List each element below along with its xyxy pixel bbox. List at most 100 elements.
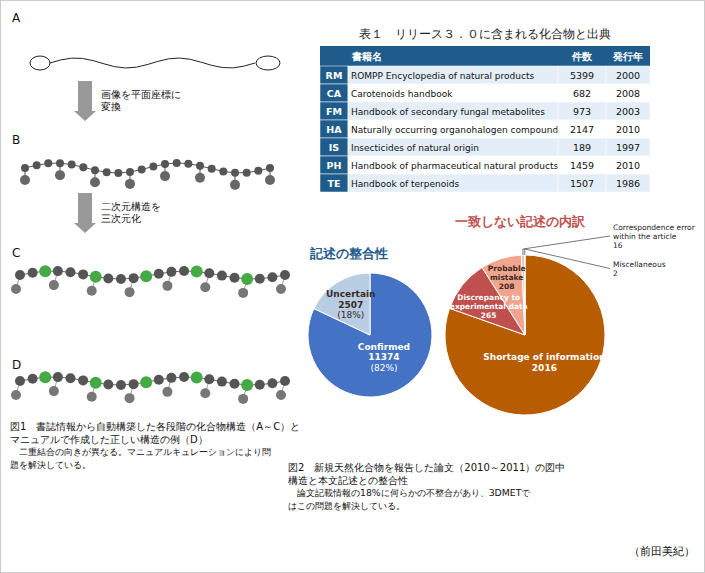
molecule-atom	[39, 265, 51, 277]
data-label: 265	[481, 311, 497, 320]
molecule-atom	[166, 267, 176, 277]
caption: 図2 新規天然化合物を報告した論文（2010～2011）の図中構造と本文記述との…	[288, 462, 565, 511]
table-name: Handbook of terpenoids	[351, 179, 459, 189]
pie-slice	[445, 255, 605, 415]
data-label: 2016	[532, 363, 557, 373]
molecule-atom	[166, 373, 176, 383]
slice-label: experimental data	[450, 302, 528, 311]
table-cell	[320, 138, 348, 156]
molecule-atom	[195, 173, 205, 183]
table-value: 1997	[616, 142, 640, 153]
step-label: 三次元化	[101, 213, 141, 224]
molecule-atom	[241, 379, 253, 391]
molecule-atom	[129, 379, 139, 389]
table-value: 5399	[570, 70, 594, 81]
table-value: 2010	[616, 160, 640, 171]
molecule-atom	[11, 390, 21, 400]
structure-label: A	[12, 11, 21, 25]
table-name: Insecticides of natural origin	[351, 143, 479, 153]
molecule-atom	[28, 268, 38, 278]
data-label: 16	[613, 241, 623, 250]
molecule-atom	[243, 169, 251, 177]
molecule-atom	[173, 159, 181, 167]
structure-label: B	[12, 133, 20, 147]
table-cell	[558, 156, 606, 174]
molecule-atom	[204, 374, 214, 384]
caption-title: 構造と本文記述との整合性	[288, 475, 408, 486]
molecule-atom	[204, 268, 214, 278]
molecule-atom	[103, 379, 113, 389]
molecule-sketch	[256, 56, 280, 70]
molecule-sketch	[50, 58, 255, 68]
molecule-atom	[161, 160, 169, 168]
table-cell	[348, 174, 558, 192]
molecule-atom	[231, 169, 239, 177]
molecule-atom	[219, 167, 227, 175]
pie-slice	[308, 273, 432, 397]
molecule-atom	[87, 392, 97, 402]
caption-title: マニュアルで作成した正しい構造の例（D）	[10, 434, 208, 445]
table-abbr: FM	[326, 106, 342, 117]
molecule-atom	[116, 380, 126, 390]
molecule-atom	[114, 169, 122, 177]
molecule-atom	[91, 166, 99, 174]
table-cell	[606, 102, 650, 120]
slice-label: Probable	[488, 264, 526, 273]
table-title: 表１ リリース３．０に含まれる化合物と出典	[359, 27, 611, 41]
molecule-atom	[241, 273, 253, 285]
border	[1, 1, 705, 573]
pie-title: 一致しない記述の内訳	[455, 214, 586, 229]
table-cell	[558, 174, 606, 192]
table-cell	[606, 156, 650, 174]
pie-chart: 記述の整合性Confirmed11374(82%)Uncertain2507(1…	[308, 246, 432, 397]
pie-title: 記述の整合性	[309, 246, 388, 261]
table-value: 2008	[616, 88, 640, 99]
table-name: Carotenoids handbook	[351, 89, 453, 99]
table-value: 973	[573, 106, 591, 117]
molecule-atom	[49, 280, 59, 290]
table-cell	[558, 66, 606, 84]
step-arrow	[74, 81, 96, 121]
table-cell	[320, 120, 348, 138]
step-label: 画像を平面座標に	[101, 89, 181, 100]
table-name: Handbook of pharmaceutical natural produ…	[351, 161, 558, 171]
structure-diagram: ABCD画像を平面座標に変換二次元構造を三次元化	[11, 11, 290, 404]
molecule-atom	[280, 270, 290, 280]
molecule-atom	[160, 171, 170, 181]
step-label: 二次元構造を	[101, 201, 161, 212]
molecule-atom	[55, 170, 65, 180]
slice-count: 11374	[368, 352, 399, 362]
slice-label: Miscellaneous	[613, 260, 666, 269]
caption-text: はこの問題を解決している。	[288, 500, 405, 511]
table: 表１ リリース３．０に含まれる化合物と出典書籍名件数発行年RMROMPP Enc…	[320, 27, 650, 192]
molecule-atom	[255, 380, 265, 390]
table-value: 1507	[570, 178, 594, 189]
table-abbr: RM	[326, 70, 343, 81]
molecule-atom	[191, 266, 203, 278]
table-header-text: 件数	[571, 51, 593, 62]
table-abbr: PH	[327, 160, 342, 171]
molecule-atom	[255, 274, 265, 284]
structure-label: C	[12, 246, 20, 260]
molecule-sketch	[30, 56, 50, 70]
table-cell	[320, 66, 348, 84]
molecule-atom	[126, 168, 134, 176]
step-arrow	[74, 193, 96, 233]
molecule-atom	[154, 269, 164, 279]
molecule-atom	[15, 270, 25, 280]
molecule-atom	[90, 271, 102, 283]
molecule-atom	[196, 162, 204, 170]
molecule-atom	[125, 287, 135, 297]
molecule-atom	[179, 372, 189, 382]
table-cell	[320, 174, 348, 192]
caption-text: 論文記載情報の18%に何らかの不整合があり、3DMETで	[288, 487, 531, 498]
molecule-atom	[11, 284, 21, 294]
table-abbr: TE	[328, 178, 341, 189]
molecule-atom	[179, 266, 189, 276]
molecule-atom	[90, 377, 102, 389]
table-cell	[348, 138, 558, 156]
slice-label: Shortage of information	[483, 352, 605, 362]
table-cell	[606, 174, 650, 192]
leader-line	[523, 236, 610, 255]
table-value: 2000	[616, 70, 640, 81]
